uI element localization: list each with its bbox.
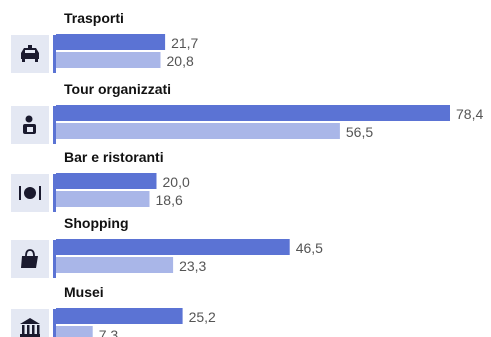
value-label: 25,2 bbox=[189, 309, 216, 325]
category-label: Shopping bbox=[64, 215, 129, 231]
value-label: 21,7 bbox=[171, 35, 198, 51]
axis-line bbox=[53, 106, 56, 144]
value-label: 46,5 bbox=[296, 240, 323, 256]
museum-icon bbox=[11, 309, 49, 337]
value-label: 20,0 bbox=[163, 174, 190, 190]
bar bbox=[56, 191, 150, 207]
value-label: 7,3 bbox=[99, 327, 119, 337]
tour-guide-icon bbox=[11, 106, 49, 144]
museum-icon-column bbox=[37, 325, 40, 334]
restaurant-plate-icon bbox=[11, 174, 49, 212]
restaurant-plate-icon-plate bbox=[24, 187, 36, 199]
chart-rows: Trasporti 21,7 20,8 Tour organizzati 78,4 56,… bbox=[11, 10, 483, 337]
chart-row: Trasporti 21,7 20,8 bbox=[11, 10, 199, 73]
category-label: Bar e ristoranti bbox=[64, 149, 164, 165]
chart-row: Bar e ristoranti 20,0 18,6 bbox=[11, 149, 190, 212]
bar bbox=[56, 52, 161, 68]
taxi-icon bbox=[11, 35, 49, 73]
shopping-bag-icon-handle bbox=[25, 249, 35, 257]
taxi-icon-wheel bbox=[22, 59, 25, 62]
tour-guide-icon-bag bbox=[27, 127, 33, 132]
shopping-bag-icon bbox=[11, 240, 49, 278]
value-label: 56,5 bbox=[346, 124, 373, 140]
taxi-icon-window bbox=[25, 50, 35, 53]
axis-line bbox=[53, 174, 56, 212]
bar bbox=[56, 257, 174, 273]
axis-line bbox=[53, 309, 56, 337]
axis-line bbox=[53, 35, 56, 73]
bar bbox=[56, 326, 93, 337]
value-label: 20,8 bbox=[167, 53, 194, 69]
bar bbox=[56, 34, 166, 50]
taxi-icon-body bbox=[21, 48, 39, 59]
restaurant-plate-icon-fork bbox=[19, 186, 21, 200]
bar bbox=[56, 239, 290, 255]
chart-row: Shopping 46,5 23,3 bbox=[11, 215, 323, 278]
axis-line bbox=[53, 240, 56, 278]
museum-icon-column bbox=[32, 325, 35, 334]
museum-icon-base bbox=[20, 334, 40, 337]
category-label: Musei bbox=[64, 284, 104, 300]
bar bbox=[56, 173, 157, 189]
category-label: Trasporti bbox=[64, 10, 124, 26]
taxi-icon-wheel bbox=[35, 59, 38, 62]
bar bbox=[56, 123, 340, 139]
value-label: 23,3 bbox=[179, 258, 206, 274]
museum-icon-column bbox=[27, 325, 30, 334]
shopping-bag-icon-body bbox=[21, 256, 38, 268]
bar bbox=[56, 105, 450, 121]
museum-icon-roof bbox=[20, 318, 40, 324]
chart-row: Musei 25,2 7,3 bbox=[11, 284, 216, 337]
value-label: 18,6 bbox=[156, 192, 183, 208]
restaurant-plate-icon-knife bbox=[39, 186, 41, 200]
value-label: 78,4 bbox=[456, 106, 483, 122]
chart-row: Tour organizzati 78,4 56,5 bbox=[11, 81, 483, 144]
bar bbox=[56, 308, 183, 324]
tour-guide-icon-head bbox=[25, 115, 33, 123]
museum-icon-column bbox=[22, 325, 25, 334]
taxi-icon-sign bbox=[28, 45, 32, 48]
category-label: Tour organizzati bbox=[64, 81, 171, 97]
